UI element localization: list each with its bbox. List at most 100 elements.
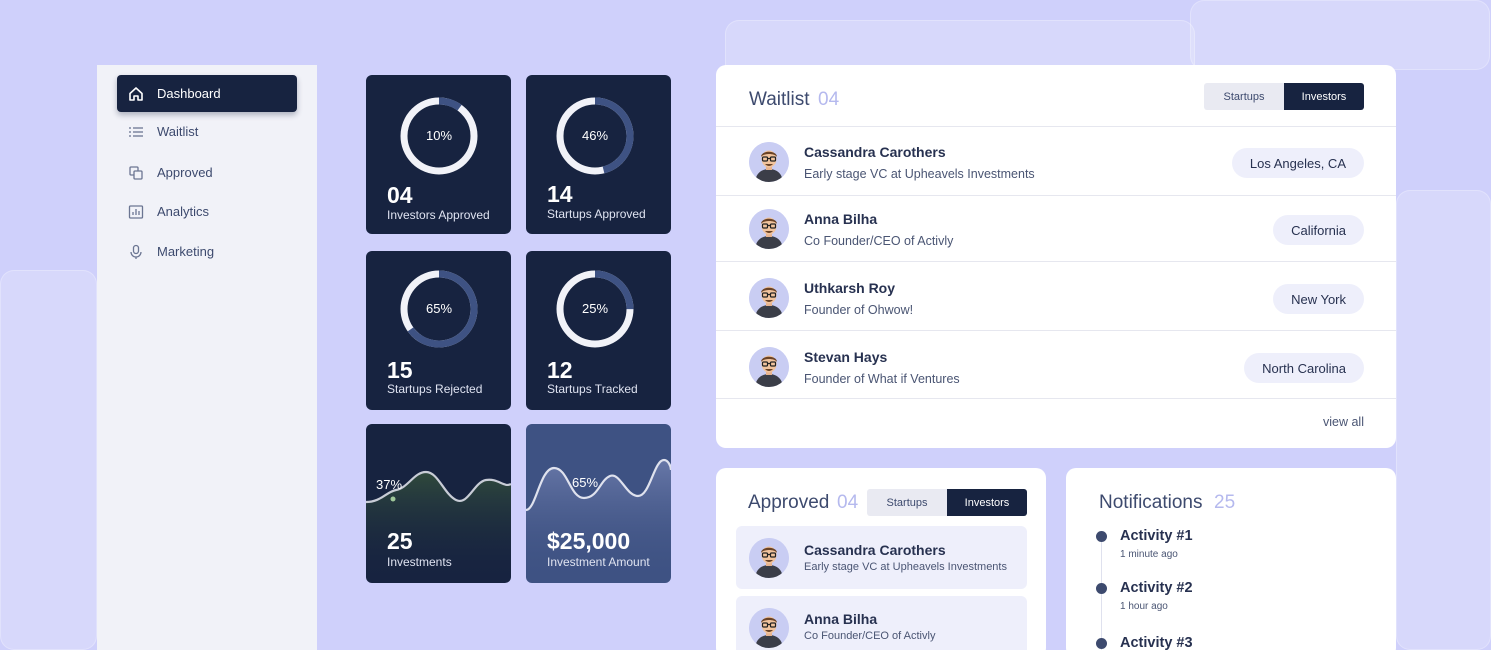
view-all-link[interactable]: view all (1323, 415, 1364, 429)
timeline-dot (1096, 583, 1107, 594)
table-row[interactable]: Stevan Hays Founder of What if Ventures … (716, 330, 1396, 399)
person-illustration (749, 538, 789, 578)
table-row[interactable]: Anna Bilha Co Founder/CEO of Activly Cal… (716, 195, 1396, 261)
sidebar-item-label: Waitlist (157, 124, 199, 139)
person-name: Anna Bilha (804, 211, 878, 227)
stat-percent: 25% (581, 301, 609, 316)
avatar (749, 608, 789, 648)
list-item[interactable]: Cassandra Carothers Early stage VC at Up… (736, 526, 1027, 589)
person-illustration (749, 608, 789, 648)
sidebar-item-label: Approved (157, 165, 213, 180)
wave-chart (526, 458, 671, 583)
stat-label: Startups Approved (547, 207, 646, 221)
stat-label: Investors Approved (387, 208, 490, 222)
activity-name[interactable]: Activity #3 (1120, 635, 1193, 650)
approved-toggle: Startups Investors (867, 489, 1027, 516)
toggle-investors[interactable]: Investors (1284, 83, 1364, 110)
toggle-startups[interactable]: Startups (1204, 83, 1284, 110)
person-name: Cassandra Carothers (804, 144, 946, 160)
person-name: Stevan Hays (804, 349, 888, 365)
table-row[interactable]: Cassandra Carothers Early stage VC at Up… (716, 126, 1396, 195)
sidebar-item-analytics[interactable]: Analytics (117, 193, 297, 230)
ring-progress (556, 270, 634, 348)
activity-time: 1 minute ago (1120, 549, 1178, 560)
stat-card-startups-tracked[interactable]: 25% 12 Startups Tracked (526, 251, 671, 410)
notifications-title: Notifications (1099, 492, 1203, 513)
ring-progress (400, 270, 478, 348)
sidebar: Dashboard Waitlist Approved Analytics Ma… (97, 65, 317, 650)
waitlist-title: Waitlist (749, 89, 810, 110)
list-item[interactable]: Anna Bilha Co Founder/CEO of Activly (736, 596, 1027, 650)
person-name: Uthkarsh Roy (804, 280, 896, 296)
sidebar-item-label: Analytics (157, 204, 210, 219)
person-illustration (749, 347, 789, 387)
microphone-icon (127, 243, 145, 261)
stat-value: 14 (547, 181, 573, 207)
person-title: Co Founder/CEO of Activly (804, 630, 936, 642)
notifications-panel: Notifications 25 Activity #1 1 minute ag… (1066, 468, 1396, 650)
waitlist-panel: Waitlist 04 Startups Investors Cassandra… (716, 65, 1396, 448)
location-badge: North Carolina (1244, 353, 1364, 383)
sidebar-item-approved[interactable]: Approved (117, 154, 297, 191)
stat-label: Investments (387, 555, 452, 569)
person-title: Co Founder/CEO of Activly (804, 234, 954, 248)
person-illustration (749, 142, 789, 182)
stat-card-investment-amount[interactable]: 65% $25,000 Investment Amount (526, 424, 671, 583)
person-title: Founder of Ohwow! (804, 303, 914, 317)
progress-ring (556, 97, 634, 175)
timeline-dot (1096, 638, 1107, 649)
stat-card-investments[interactable]: 37% 25 Investments (366, 424, 511, 583)
location-badge: California (1273, 215, 1364, 245)
stat-label: Startups Tracked (547, 382, 638, 396)
ring-progress (556, 97, 634, 175)
avatar (749, 142, 789, 182)
stat-value: 04 (387, 182, 413, 208)
stat-label: Investment Amount (547, 555, 650, 569)
home-icon (127, 85, 145, 103)
timeline-dot (1096, 531, 1107, 542)
stat-value: 15 (387, 357, 413, 383)
background-mockup (0, 270, 97, 650)
bar-chart-icon (127, 203, 145, 221)
sidebar-item-waitlist[interactable]: Waitlist (117, 113, 297, 150)
stat-label: Startups Rejected (387, 382, 483, 396)
activity-time: 1 hour ago (1120, 601, 1168, 612)
background-mockup (1190, 0, 1490, 70)
person-title: Founder of What if Ventures (804, 372, 960, 386)
table-row[interactable]: Uthkarsh Roy Founder of Ohwow! New York (716, 261, 1396, 330)
sidebar-item-dashboard[interactable]: Dashboard (117, 75, 297, 112)
avatar (749, 278, 789, 318)
person-name: Anna Bilha (804, 611, 878, 627)
stat-value: 25 (387, 528, 413, 554)
ring-progress (400, 97, 478, 175)
background-mockup (1396, 190, 1491, 650)
stat-value: $25,000 (547, 528, 631, 554)
avatar (749, 347, 789, 387)
avatar (749, 209, 789, 249)
person-illustration (749, 209, 789, 249)
activity-name[interactable]: Activity #1 (1120, 528, 1193, 544)
stat-percent: 65% (425, 301, 453, 316)
sidebar-item-label: Dashboard (157, 86, 221, 101)
person-title: Early stage VC at Upheavels Investments (804, 561, 1007, 573)
stat-value: 12 (547, 357, 573, 383)
stat-card-startups-rejected[interactable]: 65% 15 Startups Rejected (366, 251, 511, 410)
location-badge: Los Angeles, CA (1231, 148, 1364, 178)
toggle-investors[interactable]: Investors (947, 489, 1027, 516)
progress-ring (400, 270, 478, 348)
toggle-startups[interactable]: Startups (867, 489, 947, 516)
stat-card-investors-approved[interactable]: 10% 04 Investors Approved (366, 75, 511, 234)
progress-ring (556, 270, 634, 348)
progress-ring (400, 97, 478, 175)
stat-percent: 10% (425, 128, 453, 143)
stat-percent: 65% (571, 475, 599, 490)
activity-name[interactable]: Activity #2 (1120, 580, 1193, 596)
avatar (749, 538, 789, 578)
sidebar-item-marketing[interactable]: Marketing (117, 233, 297, 270)
person-illustration (749, 278, 789, 318)
stat-card-startups-approved[interactable]: 46% 14 Startups Approved (526, 75, 671, 234)
list-icon (127, 123, 145, 141)
waitlist-count: 04 (818, 89, 840, 110)
waitlist-toggle: Startups Investors (1204, 83, 1364, 110)
approved-panel: Approved 04 Startups Investors Cassandra… (716, 468, 1046, 650)
